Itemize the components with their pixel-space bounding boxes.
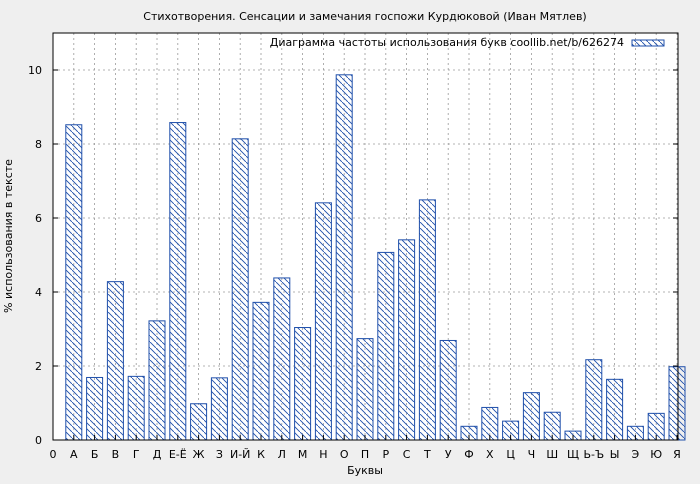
bar-А: [65, 124, 83, 441]
bar-В: [106, 281, 124, 441]
x-tick-label: П: [361, 448, 369, 461]
bar-С: [398, 239, 416, 441]
x-tick-label: Ж: [193, 448, 205, 461]
x-tick-label: К: [257, 448, 265, 461]
x-tick-label: Б: [91, 448, 99, 461]
x-tick-label: З: [216, 448, 223, 461]
bar-О: [335, 74, 353, 441]
bar-Ь-Ъ: [585, 359, 603, 441]
x-tick-label: С: [403, 448, 411, 461]
x-origin-label: 0: [50, 448, 57, 461]
x-tick-label: М: [298, 448, 308, 461]
x-tick-label: Я: [673, 448, 681, 461]
bar-И-Й: [231, 138, 249, 441]
x-tick-label: Р: [382, 448, 389, 461]
y-tick-label: 0: [35, 434, 42, 447]
bar-Н: [314, 202, 332, 441]
x-tick-label: Е-Ё: [169, 448, 187, 461]
x-axis-label: Буквы: [347, 464, 383, 477]
bar-Р: [377, 251, 395, 441]
chart-title: Стихотворения. Сенсации и замечания госп…: [143, 10, 586, 23]
x-tick-label: Ы: [610, 448, 620, 461]
bar-Т: [418, 199, 436, 441]
y-tick-label: 4: [35, 286, 42, 299]
x-tick-label: О: [340, 448, 349, 461]
plot-border: [52, 32, 679, 441]
x-tick-label: А: [70, 448, 78, 461]
bar-У: [439, 339, 457, 441]
bar-Б: [86, 376, 104, 441]
y-tick-label: 6: [35, 212, 42, 225]
x-tick-label: Ь-Ъ: [583, 448, 604, 461]
y-axis-label: % использования в тексте: [2, 159, 15, 313]
bar-Г: [127, 375, 145, 441]
x-tick-label: Н: [319, 448, 327, 461]
gridlines: [53, 33, 678, 440]
bar-М: [294, 327, 312, 441]
x-tick-label: В: [112, 448, 120, 461]
x-tick-label: И-Й: [230, 448, 250, 461]
y-tick-label: 8: [35, 138, 42, 151]
x-tick-label: Ц: [506, 448, 515, 461]
bar-З: [210, 377, 228, 441]
x-tick-label: Л: [278, 448, 286, 461]
bar-Ж: [190, 403, 208, 441]
x-tick-label: Ф: [464, 448, 473, 461]
x-tick-label: Д: [153, 448, 162, 461]
bar-Е-Ё: [169, 122, 187, 441]
bars: [65, 74, 686, 441]
legend: Диаграмма частоты использования букв coo…: [270, 36, 665, 49]
x-tick-label: У: [445, 448, 452, 461]
x-tick-label: Г: [133, 448, 140, 461]
x-tick-label: Т: [423, 448, 431, 461]
bar-Я: [668, 366, 686, 441]
x-tick-label: Э: [632, 448, 640, 461]
bar-Ч: [522, 392, 540, 441]
legend-label: Диаграмма частоты использования букв coo…: [270, 36, 624, 49]
x-tick-label: Ч: [528, 448, 536, 461]
y-tick-label: 10: [28, 64, 42, 77]
bar-Л: [273, 277, 291, 441]
bar-Д: [148, 320, 166, 441]
bar-П: [356, 338, 374, 441]
bar-К: [252, 301, 270, 441]
x-tick-label: Ю: [650, 448, 662, 461]
bar-Ы: [606, 378, 624, 441]
x-tick-label: Х: [486, 448, 494, 461]
y-tick-label: 2: [35, 360, 42, 373]
x-tick-label: Щ: [567, 448, 579, 461]
legend-swatch: [631, 39, 665, 47]
x-tick-label: Ш: [546, 448, 558, 461]
